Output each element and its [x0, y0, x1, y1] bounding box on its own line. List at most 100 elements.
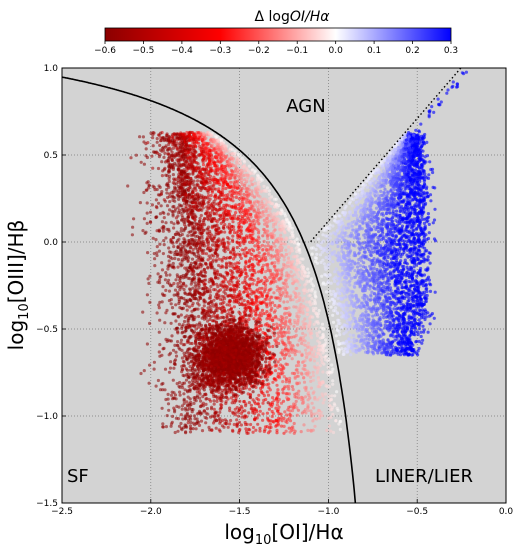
scatter-point: [169, 302, 173, 306]
scatter-point: [159, 204, 163, 208]
scatter-point: [191, 265, 195, 269]
scatter-point: [164, 221, 168, 225]
scatter-point: [167, 299, 171, 303]
scatter-point: [204, 170, 208, 174]
scatter-point: [208, 151, 212, 155]
scatter-point: [192, 401, 196, 405]
scatter-point: [251, 425, 256, 430]
scatter-point: [173, 359, 177, 363]
scatter-point: [150, 154, 154, 158]
scatter-point: [193, 218, 197, 222]
scatter-point: [290, 265, 294, 270]
scatter-point: [265, 224, 269, 229]
scatter-point: [286, 324, 290, 329]
scatter-point: [218, 410, 222, 414]
scatter-point: [192, 386, 196, 390]
scatter-point: [249, 223, 253, 227]
scatter-point: [226, 425, 230, 429]
scatter-point: [202, 409, 207, 413]
scatter-point: [215, 296, 219, 300]
scatter-point: [288, 343, 292, 347]
scatter-point: [224, 422, 228, 426]
scatter-point: [206, 306, 210, 310]
scatter-point: [195, 205, 199, 209]
scatter-point: [170, 306, 175, 310]
scatter-point: [256, 277, 260, 281]
scatter-point: [302, 304, 306, 308]
scatter-point: [228, 288, 232, 292]
scatter-point: [237, 197, 241, 201]
colorbar-tick-label: −0.2: [248, 46, 270, 56]
scatter-point: [236, 215, 240, 219]
scatter-point: [185, 159, 189, 163]
scatter-point: [284, 252, 288, 256]
scatter-point: [265, 317, 269, 321]
scatter-point: [213, 164, 217, 168]
scatter-point: [191, 191, 195, 195]
scatter-point: [245, 234, 249, 238]
scatter-point: [163, 160, 168, 164]
scatter-point: [132, 217, 136, 221]
colorbar-tick-label: −0.6: [94, 46, 116, 56]
scatter-point: [239, 297, 243, 301]
scatter-point: [260, 200, 264, 204]
scatter-point: [212, 414, 217, 418]
scatter-point: [216, 276, 220, 280]
scatter-point: [182, 237, 186, 241]
scatter-point: [286, 335, 290, 339]
scatter-point: [209, 133, 213, 137]
scatter-point: [171, 205, 175, 209]
scatter-point: [270, 261, 274, 265]
scatter-point: [164, 425, 168, 429]
scatter-point: [314, 366, 318, 370]
scatter-point: [312, 412, 316, 416]
scatter-point: [185, 411, 189, 415]
scatter-point: [208, 214, 212, 218]
scatter-point: [313, 424, 317, 428]
scatter-point: [167, 370, 172, 374]
scatter-point: [201, 158, 205, 162]
scatter-point: [151, 166, 155, 170]
scatter-point: [162, 216, 166, 220]
scatter-point: [201, 218, 205, 223]
scatter-point: [273, 364, 277, 368]
scatter-point: [216, 160, 220, 164]
scatter-point: [237, 158, 241, 162]
scatter-point: [258, 300, 262, 304]
scatter-point: [266, 241, 270, 245]
scatter-point: [163, 278, 167, 282]
scatter-point: [182, 319, 187, 324]
scatter-point: [241, 183, 245, 187]
scatter-point: [258, 409, 262, 413]
scatter-point: [184, 141, 188, 145]
scatter-point: [167, 170, 171, 174]
scatter-point: [256, 205, 260, 209]
scatter-point: [171, 214, 175, 218]
scatter-point: [172, 406, 176, 410]
scatter-point: [158, 388, 163, 392]
scatter-point: [181, 386, 185, 390]
scatter-point: [225, 303, 229, 307]
scatter-point: [284, 344, 288, 348]
scatter-point: [194, 399, 198, 403]
scatter-point: [173, 410, 177, 414]
scatter-point: [145, 155, 149, 160]
scatter-point: [247, 188, 251, 192]
scatter-point: [288, 376, 292, 380]
scatter-point: [183, 226, 188, 231]
scatter-point: [222, 219, 226, 223]
scatter-point: [224, 292, 228, 296]
scatter-point: [278, 296, 282, 300]
scatter-point: [284, 282, 288, 286]
scatter-point: [228, 406, 232, 410]
scatter-point: [174, 293, 178, 297]
scatter-point: [188, 406, 192, 410]
scatter-point: [190, 277, 194, 281]
scatter-point: [235, 240, 239, 244]
scatter-point: [330, 370, 334, 374]
scatter-point: [254, 304, 259, 308]
scatter-point: [315, 411, 319, 415]
scatter-point: [178, 380, 182, 385]
scatter-point: [186, 234, 190, 238]
scatter-point: [294, 395, 298, 399]
